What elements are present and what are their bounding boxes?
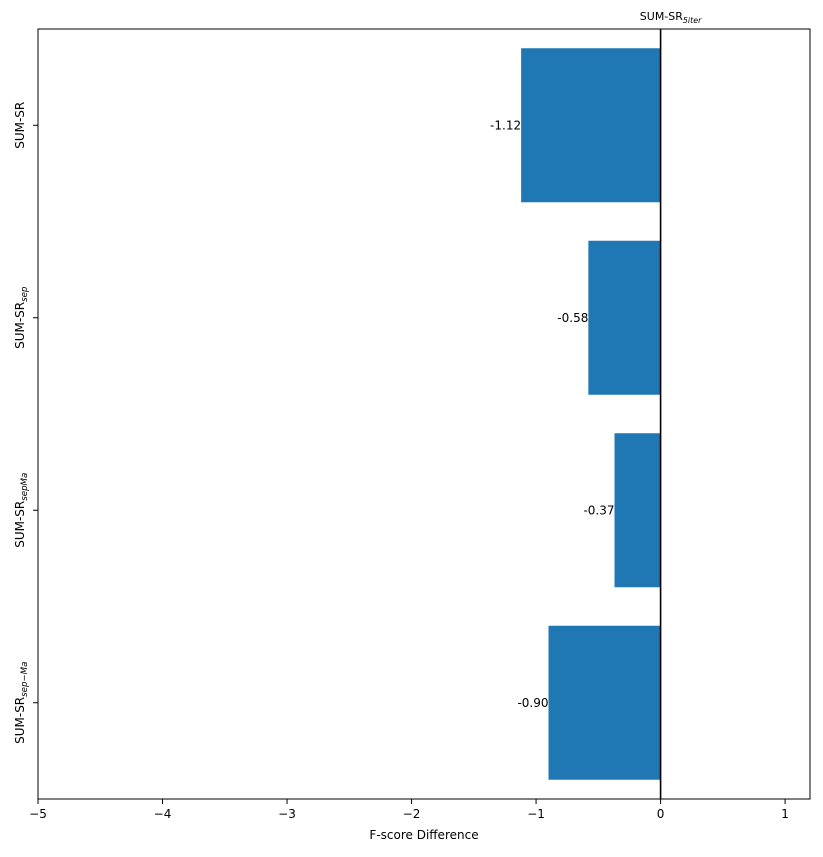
x-tick-label-7: 1 xyxy=(781,807,789,821)
y-tick-label-2: SUM-SRsep xyxy=(13,286,30,349)
bar-4 xyxy=(548,625,661,780)
y-tick-label-3: SUM-SRsepMa xyxy=(13,473,30,548)
x-tick-label-6: 0 xyxy=(657,807,665,821)
plot-frame xyxy=(37,28,811,800)
bar-3 xyxy=(614,433,661,588)
x-tick-label-3: −3 xyxy=(278,807,296,821)
y-tick-label-1: SUM-SR xyxy=(13,102,27,149)
y-tick-label-4: SUM-SRsep−Ma xyxy=(13,662,30,744)
x-axis-label: F-score Difference xyxy=(369,828,478,842)
reference-line-label: SUM-SR5iter xyxy=(640,10,702,25)
x-tick-label-2: −4 xyxy=(154,807,172,821)
axes-layer: SUM-SR5iter −5 −4 −3 −2 −1 0 1 SUM-SR SUM-SRsep SU… xyxy=(13,10,811,821)
bars-layer xyxy=(521,48,661,780)
bar-1 xyxy=(521,48,661,203)
value-label-2: -0.58 xyxy=(557,311,588,325)
x-tick-label-5: −1 xyxy=(527,807,545,821)
bar-2 xyxy=(588,240,661,395)
x-tick-label-1: −5 xyxy=(29,807,47,821)
value-label-4: -0.90 xyxy=(517,696,548,710)
x-tick-label-4: −2 xyxy=(403,807,421,821)
value-labels-layer: -1.12 -0.58 -0.37 -0.90 xyxy=(490,118,614,710)
value-label-3: -0.37 xyxy=(583,503,614,517)
value-label-1: -1.12 xyxy=(490,118,521,132)
